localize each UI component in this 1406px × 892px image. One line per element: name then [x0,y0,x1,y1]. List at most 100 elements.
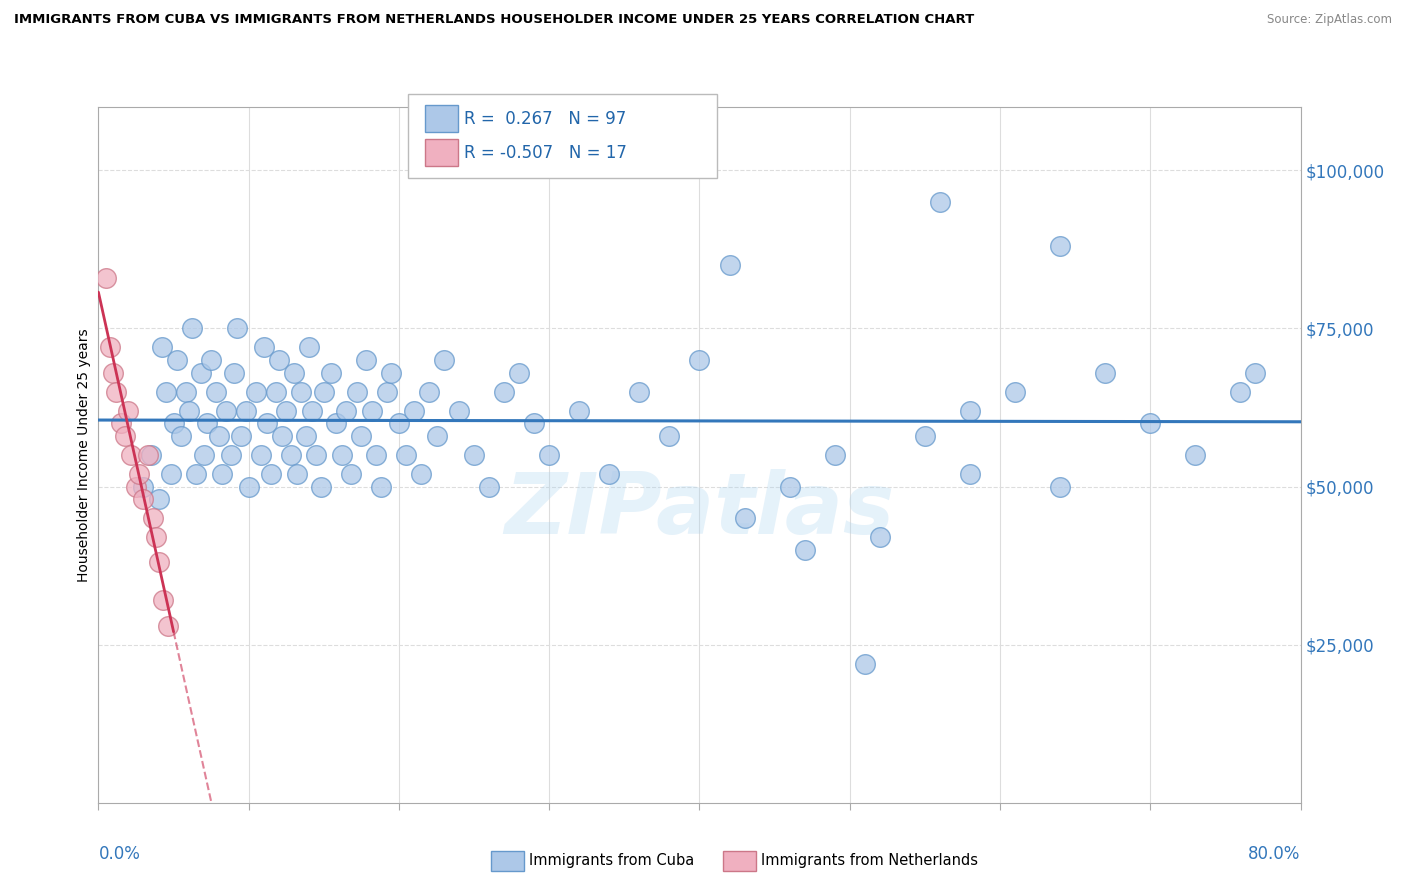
Point [235,403,257,417]
Point [125,479,148,493]
Point [121,448,143,462]
Point [219,448,242,462]
Point [231,429,253,443]
Point [433,353,456,368]
Text: R = -0.507   N = 17: R = -0.507 N = 17 [464,144,627,161]
Point [1004,384,1026,399]
Point [103,366,125,380]
Point [301,403,323,417]
Point [117,403,139,417]
Text: Immigrants from Netherlands: Immigrants from Netherlands [761,854,977,868]
Point [959,467,981,481]
Text: IMMIGRANTS FROM CUBA VS IMMIGRANTS FROM NETHERLANDS HOUSEHOLDER INCOME UNDER 25 : IMMIGRANTS FROM CUBA VS IMMIGRANTS FROM … [14,13,974,27]
Point [155,384,177,399]
Point [190,366,212,380]
Point [478,479,501,493]
Point [350,429,373,443]
Point [159,467,181,481]
Point [139,448,162,462]
Point [100,340,122,354]
Point [180,321,202,335]
Point [132,492,155,507]
Point [150,340,173,354]
Point [253,340,276,354]
Point [380,366,402,380]
Point [523,417,546,431]
Point [193,448,215,462]
Point [222,366,245,380]
Point [283,366,305,380]
Point [425,429,447,443]
Point [494,384,516,399]
Text: Source: ZipAtlas.com: Source: ZipAtlas.com [1267,13,1392,27]
Point [658,429,681,443]
Point [1049,479,1071,493]
Point [388,417,411,431]
Point [370,479,392,493]
Point [411,467,433,481]
Point [276,403,298,417]
Point [418,384,440,399]
Point [249,448,271,462]
Point [211,467,233,481]
Point [174,384,197,399]
Point [568,403,591,417]
Point [290,384,312,399]
Point [354,353,377,368]
Point [162,417,184,431]
Point [346,384,368,399]
Point [718,258,741,272]
Point [267,353,290,368]
Point [340,467,363,481]
Point [177,403,200,417]
Text: ZIPatlas: ZIPatlas [505,469,894,552]
Point [538,448,561,462]
Point [508,366,530,380]
Point [1094,366,1116,380]
Point [136,448,159,462]
Point [779,479,801,493]
Point [298,340,321,354]
Point [305,448,328,462]
Point [94,270,117,285]
Point [105,384,128,399]
Point [853,657,876,671]
Point [225,321,247,335]
Point [321,366,343,380]
Point [361,403,384,417]
Point [156,618,179,632]
Point [294,429,316,443]
Point [204,384,226,399]
Point [335,403,357,417]
Y-axis label: Householder Income Under 25 years: Householder Income Under 25 years [77,328,91,582]
Point [447,403,470,417]
Point [170,429,193,443]
Point [152,593,174,607]
Point [260,467,283,481]
Point [1244,366,1267,380]
Point [309,479,332,493]
Point [1229,384,1251,399]
Point [824,448,846,462]
Point [256,417,278,431]
Point [929,194,952,209]
Point [375,384,398,399]
Point [312,384,335,399]
Point [128,467,150,481]
Text: Immigrants from Cuba: Immigrants from Cuba [529,854,695,868]
Point [330,448,353,462]
Point [914,429,936,443]
Point [402,403,425,417]
Point [869,530,891,544]
Point [184,467,207,481]
Point [200,353,222,368]
Point [688,353,710,368]
Point [245,384,267,399]
Point [1184,448,1206,462]
Point [270,429,292,443]
Point [280,448,302,462]
Point [285,467,308,481]
Point [628,384,651,399]
Point [110,417,132,431]
Point [195,417,218,431]
